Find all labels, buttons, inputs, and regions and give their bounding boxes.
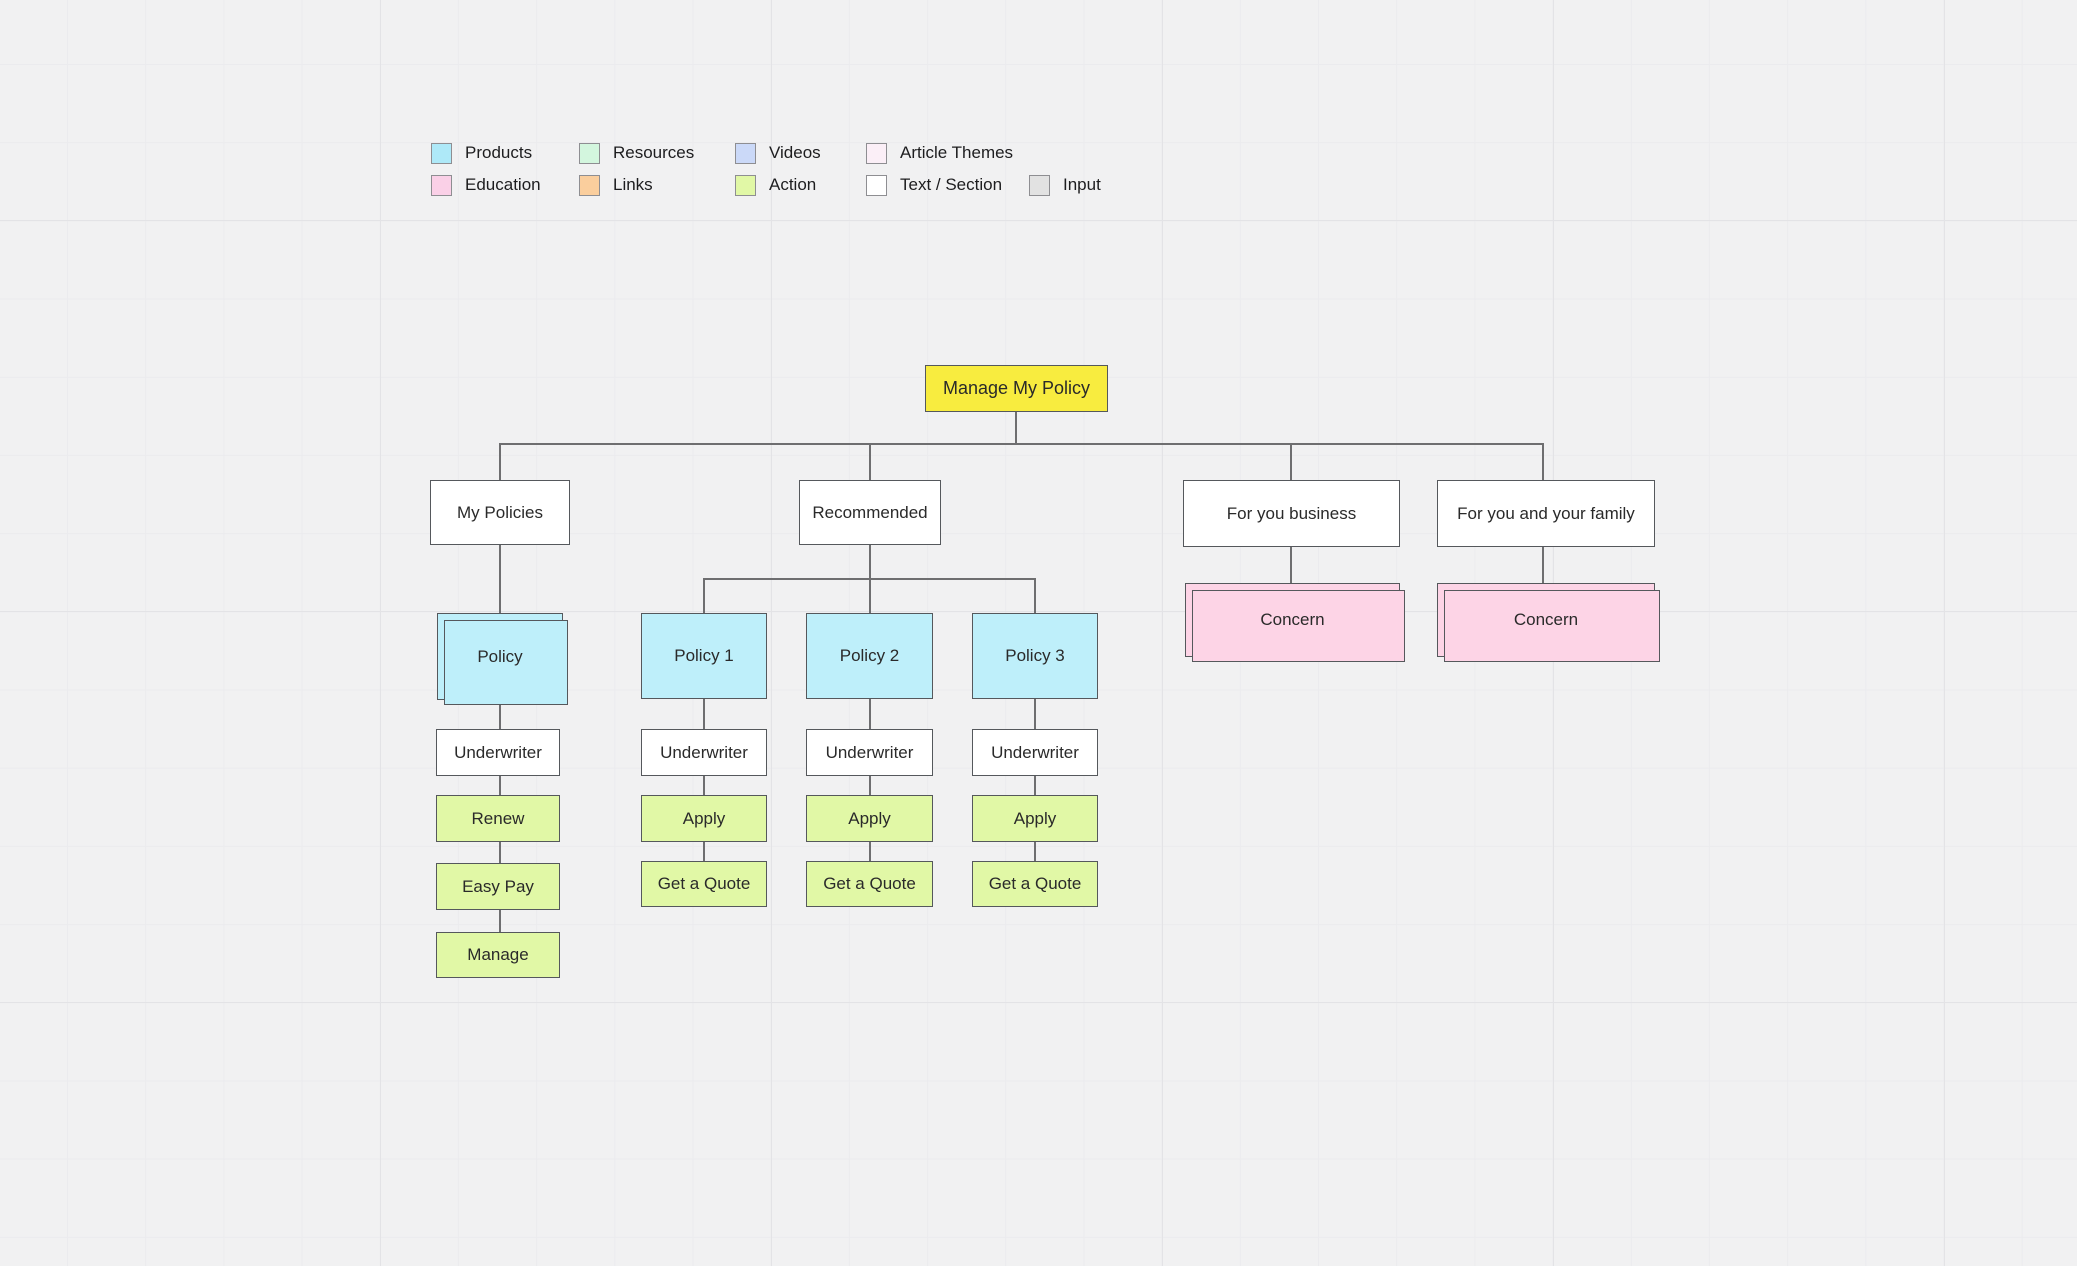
connector-family-concern[interactable] (1542, 547, 1544, 583)
legend-item-products[interactable]: Products (431, 141, 532, 165)
node-apply-3[interactable]: Apply (972, 795, 1098, 842)
connector-drop-policy1[interactable] (703, 578, 705, 613)
products-swatch (431, 142, 452, 164)
article-themes-swatch (866, 142, 887, 164)
action-swatch (735, 174, 756, 196)
legend-item-input[interactable]: Input (1029, 173, 1101, 197)
node-for-you-business[interactable]: For you business (1183, 480, 1400, 547)
legend-label-article-themes: Article Themes (900, 143, 1014, 162)
legend-item-resources[interactable]: Resources (579, 141, 694, 165)
legend-item-education[interactable]: Education (431, 173, 541, 197)
connector-policy1-underwriter2[interactable] (703, 699, 705, 729)
legend-item-text-section[interactable]: Text / Section (866, 173, 1002, 197)
legend-label-videos: Videos (769, 143, 821, 162)
connector-drop-policy3[interactable] (1034, 578, 1036, 613)
node-underwriter-2[interactable]: Underwriter (641, 729, 767, 776)
node-get-a-quote-3[interactable]: Get a Quote (972, 861, 1098, 907)
links-swatch (579, 174, 600, 196)
node-get-a-quote-2[interactable]: Get a Quote (806, 861, 933, 907)
connector-drop-family[interactable] (1542, 443, 1544, 480)
legend-label-links: Links (613, 175, 653, 194)
legend-item-article-themes[interactable]: Article Themes (866, 141, 1013, 165)
legend-label-text-section: Text / Section (900, 175, 1003, 194)
node-for-you-and-your-family[interactable]: For you and your family (1437, 480, 1655, 547)
node-my-policies[interactable]: My Policies (430, 480, 570, 545)
node-apply-2[interactable]: Apply (806, 795, 933, 842)
connector-policy3-underwriter4[interactable] (1034, 699, 1036, 729)
node-get-a-quote-1[interactable]: Get a Quote (641, 861, 767, 907)
connector-underwriter2-apply1[interactable] (703, 776, 705, 795)
connector-mid-bus[interactable] (703, 578, 1036, 580)
node-apply-1[interactable]: Apply (641, 795, 767, 842)
connector-apply2-getquote2[interactable] (869, 842, 871, 861)
education-swatch (431, 174, 452, 196)
node-concern-family[interactable]: Concern (1437, 583, 1660, 662)
connector-drop-my-policies[interactable] (499, 443, 501, 480)
legend-label-resources: Resources (613, 143, 695, 162)
connector-business-concern[interactable] (1290, 547, 1292, 583)
legend-label-input: Input (1063, 175, 1101, 194)
node-renew[interactable]: Renew (436, 795, 560, 842)
resources-swatch (579, 142, 600, 164)
node-policy-1[interactable]: Policy 1 (641, 613, 767, 699)
videos-swatch (735, 142, 756, 164)
node-manage[interactable]: Manage (436, 932, 560, 978)
legend-label-action: Action (769, 175, 817, 194)
node-policy[interactable]: Policy (437, 613, 568, 705)
node-policy-2[interactable]: Policy 2 (806, 613, 933, 699)
connector-root-stem[interactable] (1015, 412, 1017, 443)
node-policy-3[interactable]: Policy 3 (972, 613, 1098, 699)
legend-label-education: Education (465, 175, 541, 194)
text-section-swatch (866, 174, 887, 196)
node-underwriter-1[interactable]: Underwriter (436, 729, 560, 776)
node-underwriter-3[interactable]: Underwriter (806, 729, 933, 776)
connector-policy2-underwriter3[interactable] (869, 699, 871, 729)
connector-policy-underwriter1[interactable] (499, 700, 501, 729)
legend-item-links[interactable]: Links (579, 173, 653, 197)
connector-apply1-getquote1[interactable] (703, 842, 705, 861)
connector-mypolicies-policy[interactable] (499, 545, 501, 613)
connector-underwriter3-apply2[interactable] (869, 776, 871, 795)
legend-item-videos[interactable]: Videos (735, 141, 821, 165)
node-manage-my-policy[interactable]: Manage My Policy (925, 365, 1108, 412)
node-easy-pay[interactable]: Easy Pay (436, 863, 560, 910)
connector-easypay-manage[interactable] (499, 910, 501, 932)
node-recommended[interactable]: Recommended (799, 480, 941, 545)
legend-label-products: Products (465, 143, 533, 162)
connector-drop-recommended[interactable] (869, 443, 871, 480)
connector-top-bus[interactable] (499, 443, 1544, 445)
node-underwriter-4[interactable]: Underwriter (972, 729, 1098, 776)
node-concern-business[interactable]: Concern (1185, 583, 1405, 662)
connector-underwriter1-renew[interactable] (499, 776, 501, 795)
connector-renew-easypay[interactable] (499, 842, 501, 863)
connector-underwriter4-apply3[interactable] (1034, 776, 1036, 795)
input-swatch (1029, 174, 1050, 196)
connector-drop-business[interactable] (1290, 443, 1292, 480)
legend-item-action[interactable]: Action (735, 173, 816, 197)
connector-apply3-getquote3[interactable] (1034, 842, 1036, 861)
